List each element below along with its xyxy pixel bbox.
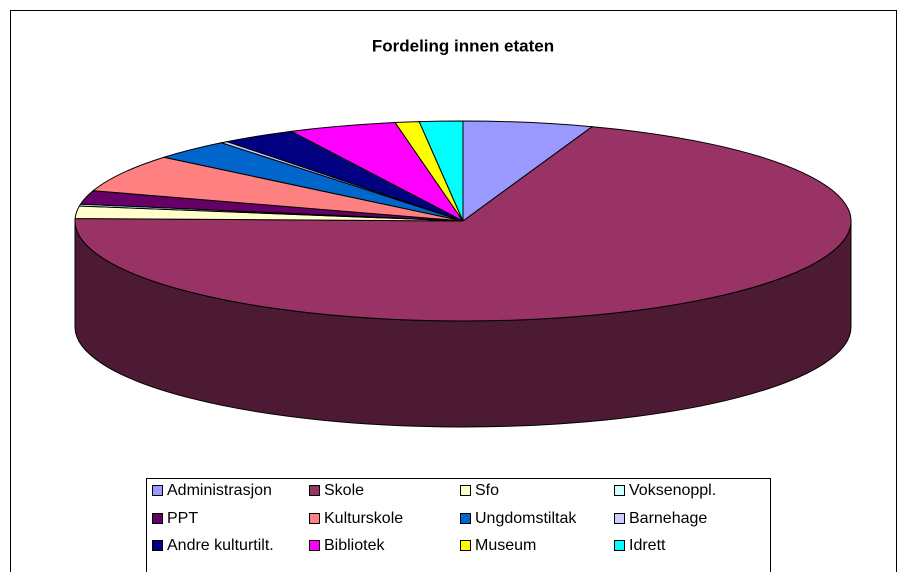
slice <box>462 120 594 222</box>
legend-label: Barnehage <box>629 510 707 527</box>
slice <box>91 156 464 222</box>
legend-label: Ungdomstiltak <box>475 510 577 527</box>
legend-swatch <box>309 485 320 496</box>
legend-label: Administrasjon <box>167 482 272 499</box>
legend-swatch <box>460 540 471 551</box>
legend-label: Andre kulturtilt. <box>167 537 274 554</box>
legend-swatch <box>460 485 471 496</box>
slice <box>74 126 852 322</box>
legend-label: Sfo <box>475 482 499 499</box>
legend-swatch <box>460 513 471 524</box>
legend-swatch <box>614 513 625 524</box>
legend-label: Kulturskole <box>324 510 403 527</box>
legend-swatch <box>152 540 163 551</box>
slice <box>418 120 464 222</box>
chart-title: Fordeling innen etaten <box>372 36 554 55</box>
legend-swatch <box>152 485 163 496</box>
legend-label: Skole <box>324 482 364 499</box>
legend <box>146 478 771 572</box>
legend-swatch <box>309 513 320 524</box>
legend-swatch <box>614 485 625 496</box>
legend-items: Administrasjon Skole Sfo Voksenoppl. PPT Kult… <box>152 482 716 554</box>
legend-swatch <box>152 513 163 524</box>
legend-swatch <box>309 540 320 551</box>
chart-border <box>10 10 897 572</box>
legend-label: Museum <box>475 537 536 554</box>
legend-label: Voksenoppl. <box>629 482 716 499</box>
legend-swatch <box>614 540 625 551</box>
legend-label: PPT <box>167 510 198 527</box>
pie <box>74 120 852 428</box>
legend-label: Bibliotek <box>324 537 385 554</box>
legend-label: Idrett <box>629 537 666 554</box>
